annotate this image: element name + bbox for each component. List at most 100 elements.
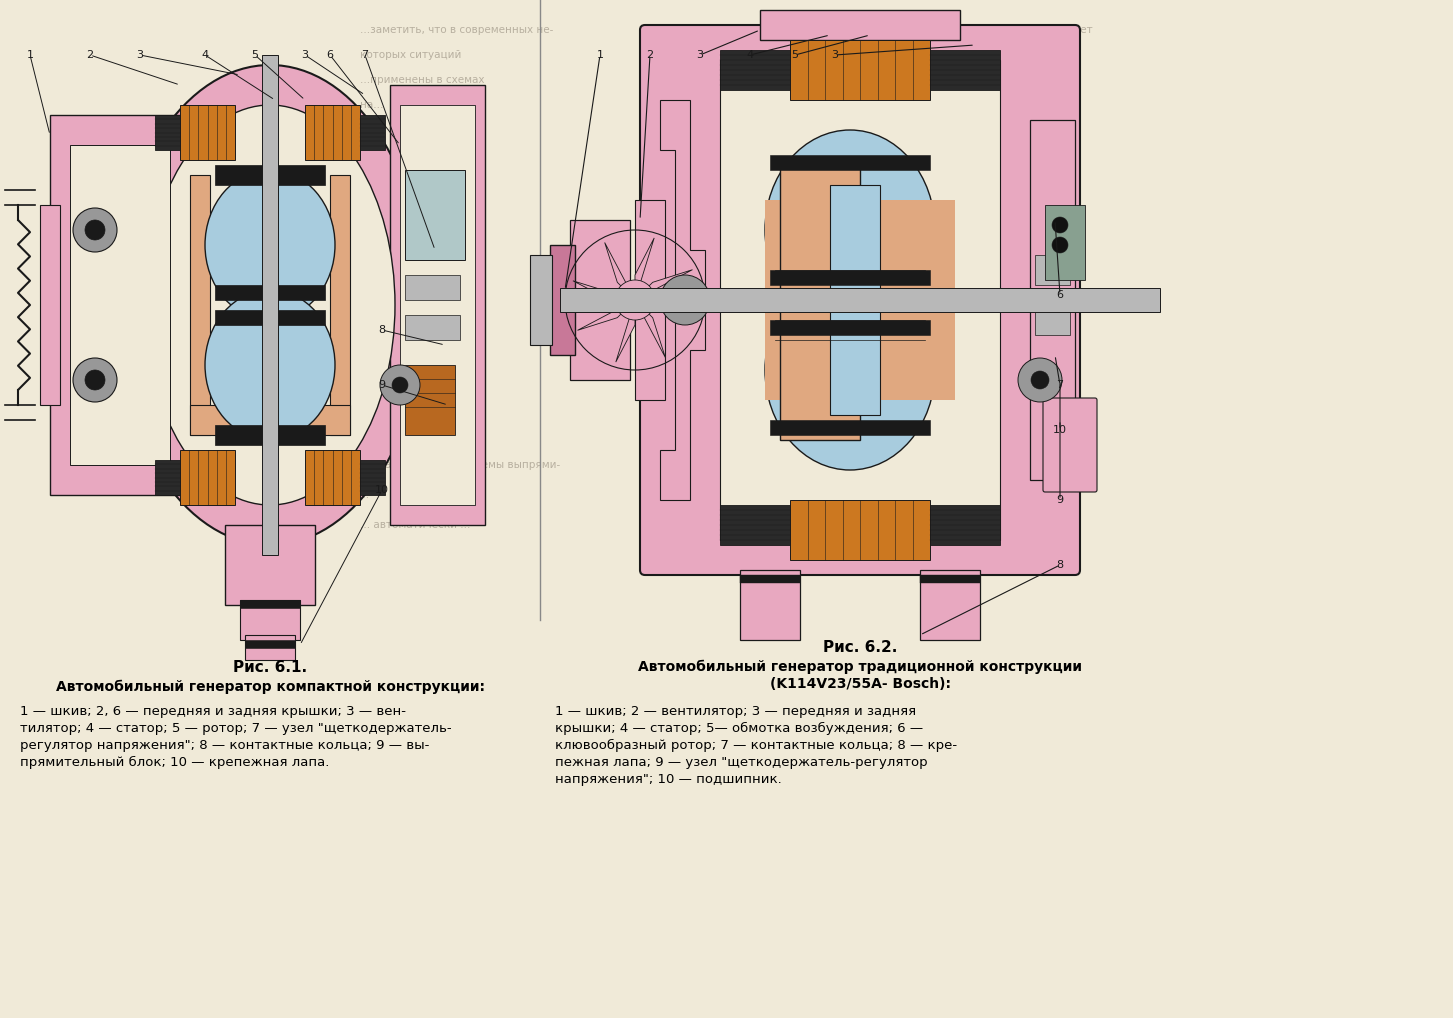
- Text: 2: 2: [86, 50, 93, 60]
- Bar: [760, 10, 960, 40]
- FancyBboxPatch shape: [639, 25, 1080, 575]
- Bar: [830, 185, 881, 415]
- Bar: [790, 40, 930, 100]
- Text: 4: 4: [202, 50, 209, 60]
- Bar: [1035, 254, 1069, 285]
- Circle shape: [392, 377, 408, 393]
- Text: 3: 3: [696, 50, 703, 60]
- Bar: [721, 50, 790, 90]
- Bar: [41, 205, 60, 405]
- Bar: [405, 365, 455, 435]
- Bar: [405, 315, 461, 340]
- Text: 1: 1: [26, 50, 33, 60]
- Circle shape: [1032, 371, 1049, 389]
- Bar: [70, 145, 170, 465]
- Text: 10: 10: [375, 485, 389, 495]
- Bar: [330, 175, 350, 435]
- Text: 10: 10: [1053, 425, 1067, 435]
- Text: ...: ...: [1051, 500, 1061, 510]
- Text: 5: 5: [251, 50, 259, 60]
- Bar: [570, 220, 631, 380]
- Text: ... полупроводни-: ... полупроводни-: [360, 400, 456, 410]
- Circle shape: [1052, 237, 1068, 253]
- Bar: [559, 288, 1159, 312]
- Bar: [262, 55, 278, 555]
- Text: 1 — шкив; 2 — вентилятор; 3 — передняя и задняя
крышки; 4 — статор; 5— обмотка в: 1 — шкив; 2 — вентилятор; 3 — передняя и…: [555, 705, 958, 786]
- Ellipse shape: [145, 105, 395, 505]
- Bar: [190, 175, 211, 435]
- Text: на...: на...: [360, 100, 384, 110]
- Text: 2: 2: [647, 50, 654, 60]
- Bar: [920, 575, 979, 583]
- Bar: [764, 300, 955, 400]
- Circle shape: [660, 275, 711, 325]
- Text: 8: 8: [1056, 560, 1064, 570]
- Bar: [305, 450, 360, 505]
- Text: ...: ...: [1051, 150, 1061, 160]
- Text: 1 — шкив; 2, 6 — передняя и задняя крышки; 3 — вен-
тилятор; 4 — статор; 5 — рот: 1 — шкив; 2, 6 — передняя и задняя крышк…: [20, 705, 452, 770]
- Polygon shape: [577, 300, 635, 330]
- Text: 3: 3: [137, 50, 144, 60]
- Bar: [405, 170, 465, 260]
- Polygon shape: [616, 300, 635, 362]
- Text: ...: ...: [360, 430, 371, 440]
- Bar: [305, 105, 360, 160]
- Polygon shape: [635, 300, 665, 357]
- Text: ...применены в схемах: ...применены в схемах: [360, 75, 484, 84]
- Bar: [180, 105, 235, 160]
- Text: ... по два: ... по два: [360, 300, 410, 310]
- Text: ...: ...: [1051, 300, 1061, 310]
- Circle shape: [73, 208, 118, 252]
- Bar: [240, 600, 299, 608]
- Bar: [740, 575, 801, 583]
- Text: ...: ...: [1051, 100, 1061, 110]
- Bar: [551, 245, 575, 355]
- Polygon shape: [572, 281, 635, 300]
- FancyBboxPatch shape: [1043, 398, 1097, 492]
- Text: ... автоматически ...: ... автоматически ...: [360, 520, 471, 530]
- Text: ...: ...: [360, 325, 371, 335]
- Bar: [770, 420, 930, 435]
- Polygon shape: [604, 242, 635, 300]
- Text: 8: 8: [378, 325, 385, 335]
- Polygon shape: [635, 300, 697, 320]
- Text: 5: 5: [792, 50, 799, 60]
- Text: 1: 1: [597, 50, 603, 60]
- Text: ...: ...: [1051, 200, 1061, 210]
- Bar: [405, 275, 461, 300]
- Bar: [930, 50, 1000, 90]
- Text: ...: ...: [360, 175, 371, 185]
- Text: ...: ...: [1051, 450, 1061, 460]
- Bar: [721, 60, 1000, 540]
- Bar: [180, 450, 235, 505]
- Text: ...: ...: [1051, 125, 1061, 135]
- Circle shape: [1019, 358, 1062, 402]
- Bar: [215, 310, 325, 325]
- Bar: [930, 505, 1000, 545]
- Text: 4: 4: [747, 50, 754, 60]
- Text: Рис. 6.2.: Рис. 6.2.: [822, 640, 897, 655]
- Bar: [740, 570, 801, 640]
- Bar: [721, 505, 790, 545]
- Text: создать различные схемы выпрями-: создать различные схемы выпрями-: [360, 460, 561, 470]
- Bar: [246, 640, 295, 648]
- Bar: [215, 285, 325, 300]
- Text: ...: ...: [1051, 250, 1061, 260]
- Text: ...: ...: [360, 125, 371, 135]
- Bar: [790, 500, 930, 560]
- Bar: [215, 165, 325, 185]
- Ellipse shape: [764, 270, 934, 470]
- Bar: [49, 115, 190, 495]
- Text: 7: 7: [1056, 380, 1064, 390]
- Text: 3: 3: [831, 50, 838, 60]
- Bar: [770, 155, 930, 170]
- Text: 9: 9: [1056, 495, 1064, 505]
- Text: ...: ...: [1051, 400, 1061, 410]
- Bar: [780, 160, 860, 440]
- Bar: [155, 460, 180, 495]
- Text: ...: ...: [1051, 50, 1061, 60]
- Circle shape: [676, 290, 695, 310]
- Polygon shape: [635, 238, 654, 300]
- Bar: [1030, 120, 1075, 480]
- Bar: [360, 115, 385, 150]
